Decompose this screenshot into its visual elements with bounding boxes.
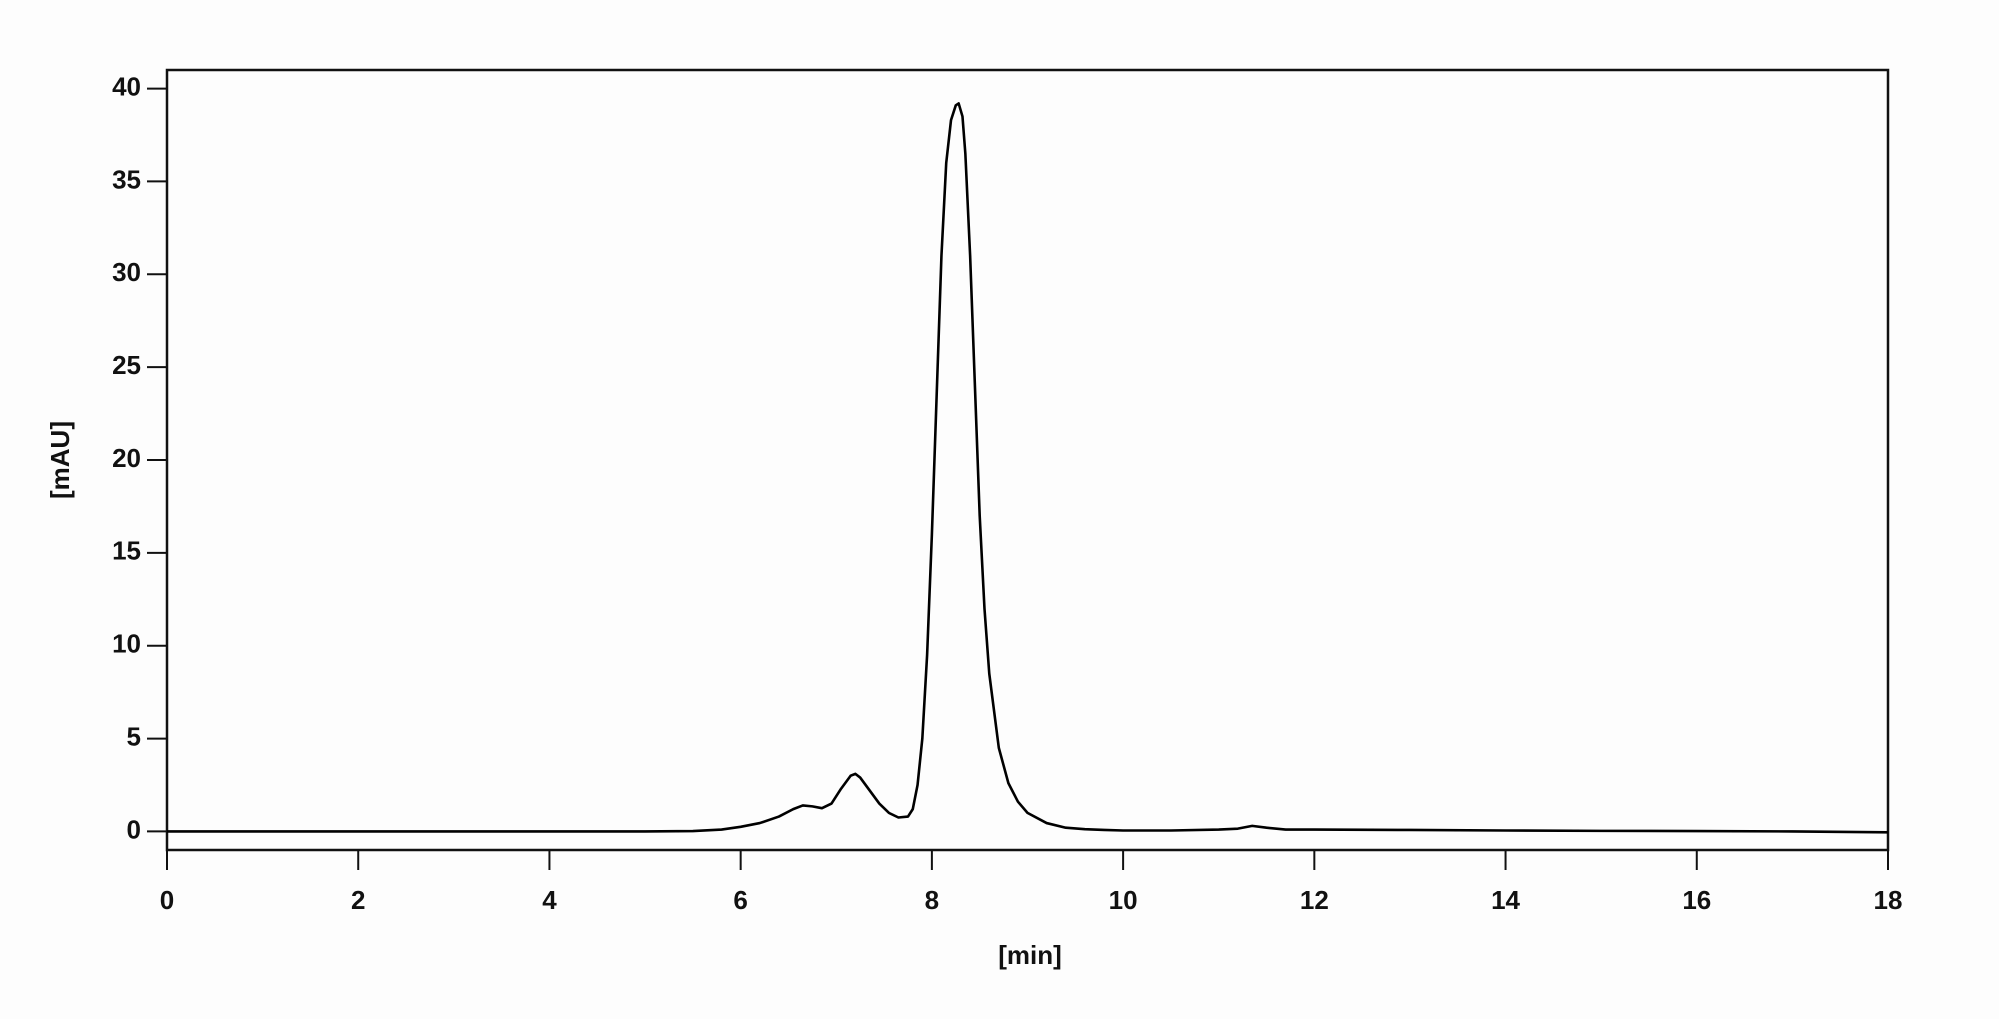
y-axis-label: [mAU] — [45, 421, 75, 499]
x-axis-label: [min] — [998, 940, 1062, 970]
y-tick-label: 20 — [112, 443, 141, 473]
x-tick-label: 10 — [1109, 885, 1138, 915]
x-tick-label: 4 — [542, 885, 557, 915]
y-tick-label: 15 — [112, 536, 141, 566]
x-tick-label: 18 — [1874, 885, 1903, 915]
y-tick-label: 35 — [112, 164, 141, 194]
y-tick-label: 0 — [127, 814, 141, 844]
x-tick-label: 14 — [1491, 885, 1520, 915]
x-tick-label: 0 — [160, 885, 174, 915]
x-tick-label: 6 — [733, 885, 747, 915]
y-tick-label: 25 — [112, 350, 141, 380]
x-tick-label: 12 — [1300, 885, 1329, 915]
y-tick-label: 10 — [112, 629, 141, 659]
x-tick-label: 8 — [925, 885, 939, 915]
plot-frame — [165, 68, 1890, 852]
y-tick-label: 40 — [112, 71, 141, 101]
y-tick-label: 30 — [112, 257, 141, 287]
x-tick-label: 2 — [351, 885, 365, 915]
x-tick-label: 16 — [1682, 885, 1711, 915]
trace-line — [167, 102, 1889, 834]
y-tick-label: 5 — [127, 721, 141, 751]
